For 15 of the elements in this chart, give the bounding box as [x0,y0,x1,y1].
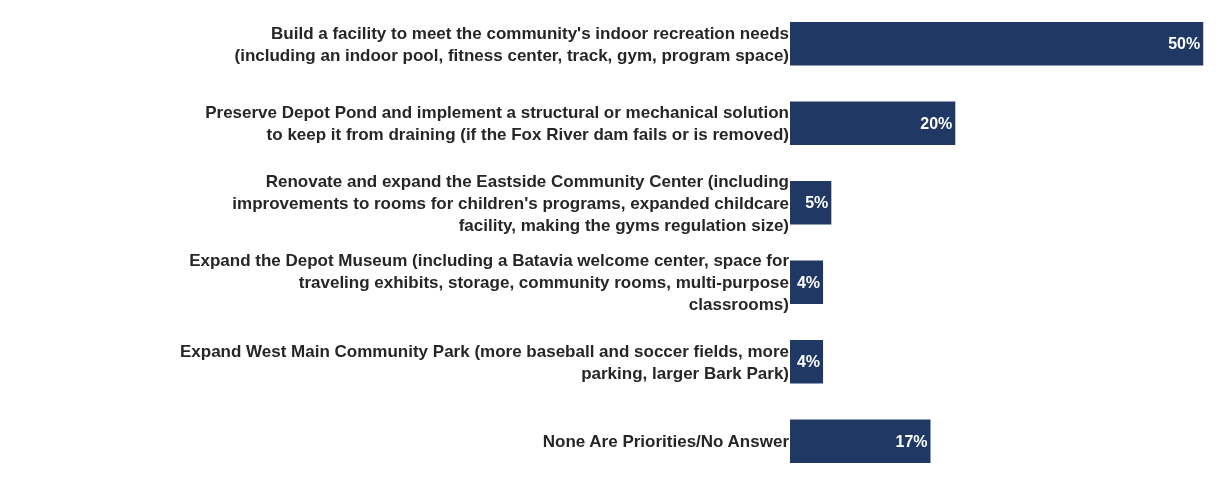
data-label: 50% [1168,35,1201,53]
bar [790,21,1204,66]
y-tick-label: Preserve Depot Pond and implement a structural or mechanical solution to keep it from draining (if the Fox River dam fails or is removed) [205,103,789,145]
bar [790,419,931,464]
y-tick-label: Build a facility to meet the community's indoor recreation needs (including an indoor pool, fitness center, track, gym, program space) [234,23,789,65]
y-tick-label: Expand West Main Community Park (more baseball and soccer fields, more parking, larger Bark Park) [179,341,789,383]
y-tick-label: Renovate and expand the Eastside Community Center (including improvements to rooms for children's programs, expanded childcare facility, making the gyms regulation size) [232,171,789,235]
data-label: 4% [796,273,821,291]
bar [790,101,956,146]
y-tick-label: Expand the Depot Museum (including a Batavia welcome center, space for traveling exhibits, storage, community rooms, multi-purpose classrooms) [189,251,790,315]
data-label: 20% [920,114,953,132]
data-label: 17% [895,432,928,450]
data-label: 5% [805,194,829,212]
data-label: 4% [796,353,821,371]
y-tick-label: None Are Priorities/No Answer [542,432,790,452]
